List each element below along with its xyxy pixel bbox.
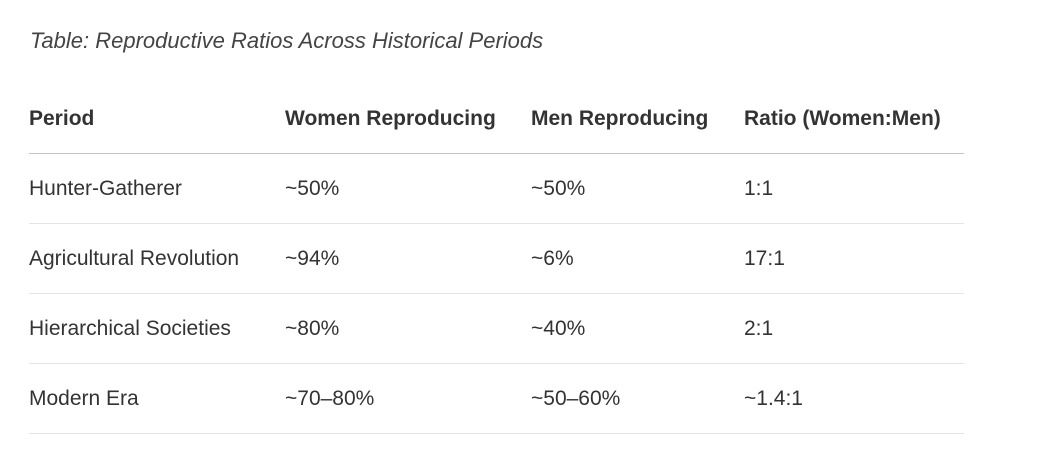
header-women-reproducing: Women Reproducing [285, 107, 496, 130]
cell-ratio: 2:1 [744, 316, 774, 340]
cell-women-reproducing: ~80% [285, 316, 340, 340]
cell-period: Modern Era [29, 386, 139, 410]
cell-ratio: 1:1 [744, 176, 774, 200]
table-caption: Table: Reproductive Ratios Across Histor… [30, 28, 544, 53]
cell-men-reproducing: ~40% [531, 316, 586, 340]
reproductive-ratios-table: Period Women Reproducing Men Reproducing… [29, 85, 964, 434]
cell-period: Hierarchical Societies [29, 316, 231, 340]
table-row: Hierarchical Societies ~80% ~40% 2:1 [29, 294, 964, 364]
cell-ratio: 17:1 [744, 246, 785, 270]
cell-men-reproducing: ~6% [531, 246, 574, 270]
cell-period: Agricultural Revolution [29, 246, 240, 270]
cell-ratio: ~1.4:1 [744, 386, 803, 410]
cell-women-reproducing: ~70–80% [285, 386, 375, 410]
table-row: Hunter-Gatherer ~50% ~50% 1:1 [29, 154, 964, 224]
cell-men-reproducing: ~50% [531, 176, 586, 200]
cell-period: Hunter-Gatherer [29, 176, 182, 200]
table-row: Agricultural Revolution ~94% ~6% 17:1 [29, 224, 964, 294]
table-row: Modern Era ~70–80% ~50–60% ~1.4:1 [29, 364, 964, 434]
header-period: Period [29, 107, 95, 130]
header-men-reproducing: Men Reproducing [531, 107, 709, 130]
table-header-row: Period Women Reproducing Men Reproducing… [29, 85, 964, 154]
cell-women-reproducing: ~94% [285, 246, 340, 270]
cell-women-reproducing: ~50% [285, 176, 340, 200]
header-ratio: Ratio (Women:Men) [744, 107, 941, 130]
cell-men-reproducing: ~50–60% [531, 386, 621, 410]
